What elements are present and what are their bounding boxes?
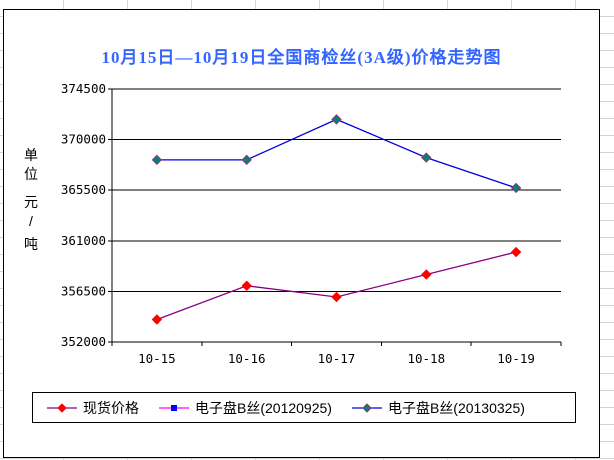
- y-tick-label: 356500: [61, 283, 106, 298]
- legend-item: 电子盘B丝(20130325): [351, 398, 525, 418]
- legend-sample-square-icon: [159, 404, 189, 411]
- data-point-marker: [241, 280, 252, 291]
- legend-sample-diamond-icon: [351, 402, 382, 413]
- legend-marker: [362, 402, 372, 413]
- chart-object-frame[interactable]: 10月15日—10月19日全国商检丝(3A级)价格走势图 352000 35650…: [3, 9, 600, 458]
- x-tick-label: 10-15: [138, 351, 176, 366]
- data-point-marker: [421, 269, 432, 280]
- legend-item: 现货价格: [47, 398, 139, 418]
- y-tick-label: 361000: [61, 233, 106, 248]
- legend-box: 现货价格 电子盘B丝(20120925) 电子盘B丝(20130325): [32, 392, 576, 423]
- y-tick-label: 374500: [61, 81, 106, 96]
- y-axis-unit-char: 吨: [24, 236, 38, 252]
- legend-sample-diamond-icon: [47, 402, 77, 413]
- data-point-marker: [151, 314, 163, 325]
- data-point-marker: [151, 154, 163, 166]
- y-axis-unit-char: 单: [24, 147, 38, 163]
- y-axis-unit-char: /: [29, 213, 33, 229]
- x-tick-label: 10-16: [228, 351, 266, 366]
- y-tick-label: 370000: [61, 132, 106, 147]
- chart-title: 10月15日—10月19日全国商检丝(3A级)价格走势图: [101, 48, 502, 67]
- data-point-marker: [331, 114, 342, 125]
- legend-marker: [171, 404, 177, 411]
- data-point-marker: [241, 154, 252, 166]
- legend-label: 电子盘B丝(20120925): [195, 399, 332, 416]
- y-tick-label: 352000: [61, 334, 106, 349]
- data-point-marker: [331, 291, 342, 303]
- legend-label: 电子盘B丝(20130325): [387, 399, 525, 416]
- legend-item: 电子盘B丝(20120925): [159, 398, 332, 418]
- plot-svg: 352000 356500 361000 365500 370000 374500 10-1…: [24, 81, 562, 366]
- data-point-marker: [510, 246, 522, 258]
- y-axis-unit-char: 位: [24, 166, 38, 182]
- x-tick-label: 10-19: [497, 351, 535, 366]
- series-line-0: [156, 251, 517, 321]
- data-point-marker: [510, 182, 522, 194]
- legend-marker: [57, 402, 67, 413]
- data-point-marker: [421, 152, 432, 163]
- x-tick-label: 10-17: [318, 351, 356, 366]
- legend-label: 现货价格: [83, 399, 139, 416]
- y-axis-unit-char: 元: [24, 194, 38, 210]
- y-tick-label: 365500: [61, 182, 106, 197]
- series-line-2: [156, 118, 517, 189]
- x-tick-label: 10-18: [407, 351, 445, 366]
